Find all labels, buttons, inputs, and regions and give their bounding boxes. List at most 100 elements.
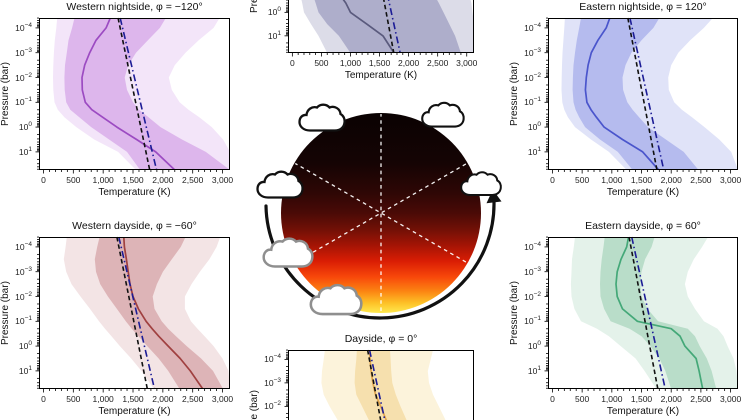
axis-ticks [544,236,731,393]
plot-eastern-nightside-chart [544,17,738,174]
x-tick-label: 500 [575,394,590,404]
axis-label-x: Temperature (K) [98,406,171,417]
y-tick-label: 10−3 [0,47,32,58]
axis-label-y: Pressure (bar) [509,281,520,345]
y-tick-label: 10−3 [507,266,541,277]
x-tick-label: 1,500 [630,175,653,185]
y-tick-label: 100 [507,121,541,132]
axis-ticks [35,236,223,393]
y-tick-base: 10 [15,97,25,108]
y-tick-label: 100 [0,121,32,132]
median-profile-line [615,237,704,389]
credible-band-inner [572,18,699,170]
y-tick-base: 10 [15,241,25,252]
x-tick-label: 0 [41,394,46,404]
y-tick-label: 101 [507,365,541,376]
credible-band-inner [64,18,230,170]
y-tick-label: 10−3 [507,47,541,58]
median-profile-line [122,237,204,389]
reference-line-dashdot [630,236,667,390]
axis-label-x: Temperature (K) [606,187,680,198]
plot-eastern-dayside-chart [544,236,738,393]
y-tick-label: 10−2 [0,72,32,83]
x-tick-label: 500 [66,394,81,404]
x-tick-label: 1,000 [92,394,114,404]
y-tick-label: 10−3 [0,266,32,277]
x-tick-label: 3,000 [719,175,742,185]
y-tick-base: 10 [524,72,534,83]
x-tick-label: 2,500 [427,58,449,68]
y-tick-exponent: −2 [533,71,541,79]
x-tick-label: 1,500 [630,394,653,404]
y-tick-label: 100 [0,340,32,351]
y-tick-base: 10 [18,146,29,157]
axis-label-y: Pressure (bar) [0,281,11,345]
x-tick-label: 2,500 [182,175,204,185]
y-tick-exponent: −1 [533,315,541,323]
axes-spines [288,0,474,53]
y-tick-exponent: −4 [24,21,32,29]
y-tick-exponent: 1 [537,145,541,153]
plot-dayside-chart [284,349,474,420]
y-tick-exponent: 0 [537,121,541,129]
y-tick-base: 10 [524,241,534,252]
y-tick-label: 10−1 [0,96,32,107]
y-tick-label: 10−4 [247,353,281,364]
plot-title: Eastern nightside, φ = 120° [579,1,707,13]
axes-spines [39,237,230,389]
median-profile-line [342,0,395,53]
y-tick-base: 10 [18,121,29,132]
y-tick-exponent: −4 [533,21,541,29]
y-tick-exponent: 0 [28,340,32,348]
y-tick-exponent: −2 [24,71,32,79]
y-tick-exponent: −2 [533,290,541,298]
axis-label-y: Pressure (bar) [249,0,262,31]
plot-nightside-chart [284,0,474,57]
y-tick-base: 10 [524,291,534,302]
y-tick-base: 10 [15,316,25,327]
x-tick-label: 3,000 [211,175,234,185]
y-tick-label: 10−1 [507,96,541,107]
y-tick-label: 10−4 [0,241,32,252]
y-tick-base: 10 [15,22,25,33]
credible-band-inner [600,237,717,389]
axis-label-y: Pressure (bar) [249,372,262,420]
credible-band-outer [570,237,738,389]
y-tick-label: 10−1 [0,315,32,326]
y-tick-base: 10 [524,266,534,277]
x-tick-label: 2,500 [182,394,204,404]
y-tick-base: 10 [524,316,534,327]
y-tick-label: 10−4 [507,241,541,252]
reference-line-dashed [116,236,149,390]
median-profile-line [81,18,176,170]
x-tick-label: 2,000 [152,175,174,185]
x-tick-label: 2,000 [152,394,174,404]
y-tick-exponent: 1 [28,364,32,372]
x-tick-label: 1,500 [122,175,144,185]
y-tick-label: 10−2 [507,72,541,83]
x-tick-label: 0 [289,58,295,68]
y-tick-base: 10 [524,97,534,108]
median-profile-line [584,18,660,170]
x-tick-label: 1,500 [122,394,144,404]
plot-title: Eastern dayside, φ = 60° [585,220,701,232]
y-tick-exponent: 0 [277,6,281,14]
axes-spines [288,350,474,420]
plot-western-dayside-chart [35,236,230,393]
y-tick-exponent: 1 [28,145,32,153]
plot-title: Western nightside, φ = −120° [66,1,203,13]
reference-line-dashed [627,17,658,171]
y-tick-label: 10−2 [507,291,541,302]
axis-ticks [35,17,223,174]
y-tick-exponent: −1 [533,96,541,104]
reference-line-dashed [628,236,659,390]
y-tick-exponent: 1 [277,29,281,37]
y-tick-base: 10 [15,72,25,83]
axes-spines [548,237,738,389]
y-tick-exponent: −4 [533,240,541,248]
reference-line-dashed [117,17,151,171]
x-tick-label: 1,500 [368,58,391,68]
x-tick-label: 0 [550,175,555,185]
y-tick-base: 10 [267,7,278,18]
y-tick-exponent: −1 [24,96,32,104]
